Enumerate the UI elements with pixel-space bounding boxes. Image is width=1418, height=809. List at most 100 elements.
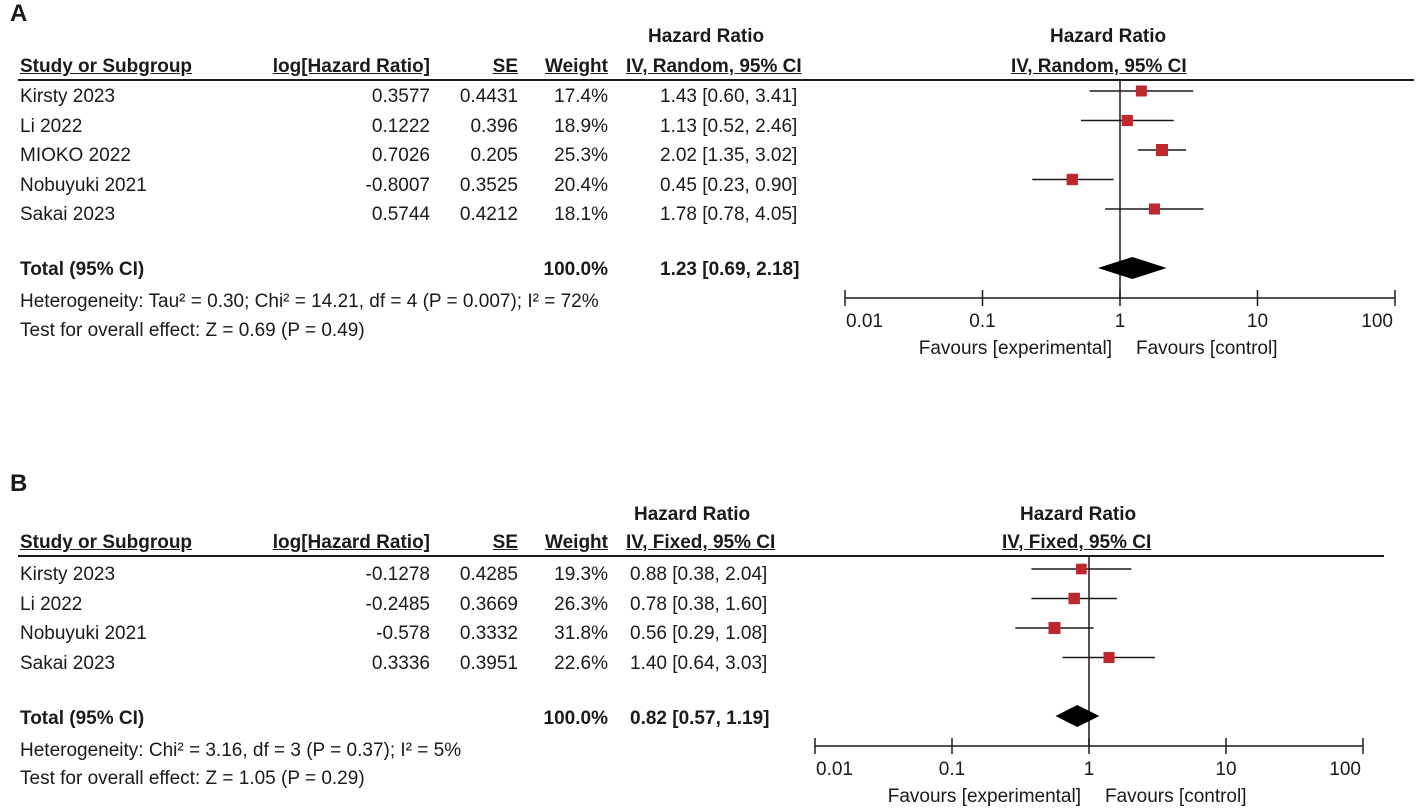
total-ci: 1.23 [0.69, 2.18] bbox=[660, 259, 800, 280]
study-weight: 17.4% bbox=[554, 86, 608, 107]
col-header-plot-top: Hazard Ratio bbox=[1050, 26, 1167, 47]
x-tick-label: 10 bbox=[1215, 759, 1236, 780]
study-se: 0.205 bbox=[470, 145, 518, 166]
col-header-ratio-method: IV, Fixed, 95% CI bbox=[626, 532, 776, 553]
col-header-se: SE bbox=[492, 532, 518, 553]
study-marker bbox=[1155, 144, 1168, 156]
study-ci: 0.56 [0.29, 1.08] bbox=[630, 623, 768, 644]
study-weight: 18.1% bbox=[554, 204, 608, 225]
study-weight: 18.9% bbox=[554, 115, 608, 137]
study-name: Li 2022 bbox=[20, 593, 83, 615]
study-log-hr: -0.2485 bbox=[365, 593, 430, 615]
study-se: 0.4212 bbox=[459, 204, 518, 225]
study-ci: 0.78 [0.38, 1.60] bbox=[630, 593, 768, 615]
heterogeneity-text: Heterogeneity: Chi² = 3.16, df = 3 (P = … bbox=[20, 740, 462, 761]
overall-effect-text: Test for overall effect: Z = 0.69 (P = 0… bbox=[20, 320, 365, 341]
col-header-study: Study or Subgroup bbox=[20, 56, 193, 77]
panel-label-b: B bbox=[10, 470, 28, 497]
study-weight: 26.3% bbox=[554, 593, 608, 615]
study-ci: 0.45 [0.23, 0.90] bbox=[660, 174, 798, 196]
study-name: Kirsty 2023 bbox=[20, 86, 116, 107]
total-label: Total (95% CI) bbox=[20, 708, 145, 729]
col-header-se: SE bbox=[492, 56, 518, 77]
study-weight: 31.8% bbox=[554, 623, 608, 644]
study-ci: 1.43 [0.60, 3.41] bbox=[660, 86, 798, 107]
col-header-plot-method: IV, Fixed, 95% CI bbox=[1002, 532, 1152, 553]
study-marker bbox=[1076, 563, 1087, 575]
study-log-hr: -0.578 bbox=[376, 623, 430, 644]
forest-plot-b: B Hazard Ratio Hazard Ratio Study or Sub… bbox=[0, 470, 1418, 809]
study-name: Nobuyuki 2021 bbox=[20, 174, 147, 196]
forest-plot-a: A Hazard Ratio Hazard Ratio Study or Sub… bbox=[0, 0, 1418, 400]
col-header-weight: Weight bbox=[545, 56, 608, 77]
study-log-hr: -0.1278 bbox=[365, 564, 430, 585]
study-ci: 1.78 [0.78, 4.05] bbox=[660, 204, 798, 225]
col-header-ratio-top: Hazard Ratio bbox=[648, 26, 765, 47]
study-name: Kirsty 2023 bbox=[20, 564, 116, 585]
study-marker bbox=[1068, 592, 1080, 605]
x-tick-label: 1 bbox=[1115, 311, 1126, 332]
heterogeneity-text: Heterogeneity: Tau² = 0.30; Chi² = 14.21… bbox=[20, 291, 599, 312]
study-marker bbox=[1066, 173, 1079, 186]
col-header-plot-top: Hazard Ratio bbox=[1020, 504, 1137, 525]
col-header-log-hr: log[Hazard Ratio] bbox=[272, 532, 430, 553]
x-tick-label: 0.1 bbox=[939, 759, 965, 780]
study-log-hr: -0.8007 bbox=[365, 174, 430, 196]
x-tick-label: 0.1 bbox=[969, 311, 995, 332]
forest-plot-area-a: 0.01 0.1 1 10 100 Favours [experimental] Favou… bbox=[844, 80, 1396, 359]
x-tick-label: 10 bbox=[1247, 311, 1268, 332]
study-log-hr: 0.7026 bbox=[371, 145, 430, 166]
study-name: Nobuyuki 2021 bbox=[20, 623, 147, 644]
x-tick-label: 0.01 bbox=[816, 759, 853, 780]
study-ci: 2.02 [1.35, 3.02] bbox=[660, 145, 798, 166]
overall-effect-text: Test for overall effect: Z = 1.05 (P = 0… bbox=[20, 768, 365, 789]
study-name: MIOKO 2022 bbox=[20, 145, 131, 166]
total-weight: 100.0% bbox=[543, 259, 608, 280]
study-marker bbox=[1121, 114, 1133, 127]
x-tick-label: 100 bbox=[1361, 311, 1393, 332]
study-ci: 0.88 [0.38, 2.04] bbox=[630, 564, 768, 585]
header-rule bbox=[18, 555, 1384, 557]
total-label: Total (95% CI) bbox=[20, 259, 145, 280]
study-se: 0.396 bbox=[470, 115, 518, 137]
study-log-hr: 0.1222 bbox=[371, 115, 430, 137]
study-weight: 20.4% bbox=[554, 174, 608, 196]
pooled-diamond bbox=[1097, 257, 1167, 279]
favours-control-label: Favours [control] bbox=[1105, 786, 1247, 807]
total-ci: 0.82 [0.57, 1.19] bbox=[630, 708, 770, 729]
study-se: 0.3525 bbox=[459, 174, 518, 196]
study-se: 0.4285 bbox=[459, 564, 518, 585]
study-name: Li 2022 bbox=[20, 115, 83, 137]
forest-plot-area-b: 0.01 0.1 1 10 100 Favours [experimental] Favou… bbox=[814, 556, 1364, 807]
favours-control-label: Favours [control] bbox=[1136, 338, 1278, 359]
col-header-study: Study or Subgroup bbox=[20, 532, 193, 553]
study-log-hr: 0.3336 bbox=[371, 652, 430, 674]
study-weight: 25.3% bbox=[554, 145, 608, 166]
panel-label-a: A bbox=[10, 0, 28, 27]
study-se: 0.3332 bbox=[459, 623, 518, 644]
study-marker bbox=[1148, 203, 1160, 215]
study-log-hr: 0.5744 bbox=[371, 204, 430, 225]
study-name: Sakai 2023 bbox=[20, 652, 116, 674]
pooled-diamond bbox=[1055, 705, 1100, 727]
study-ci: 1.40 [0.64, 3.03] bbox=[630, 652, 768, 674]
col-header-ratio-top: Hazard Ratio bbox=[634, 504, 751, 525]
favours-experimental-label: Favours [experimental] bbox=[888, 786, 1081, 807]
col-header-ratio-method: IV, Random, 95% CI bbox=[626, 56, 802, 77]
study-se: 0.3951 bbox=[459, 652, 518, 674]
x-tick-label: 1 bbox=[1084, 759, 1095, 780]
study-marker bbox=[1048, 622, 1061, 634]
col-header-weight: Weight bbox=[545, 532, 608, 553]
col-header-plot-method: IV, Random, 95% CI bbox=[1011, 56, 1187, 77]
header-rule bbox=[18, 79, 1414, 81]
total-weight: 100.0% bbox=[543, 708, 608, 729]
study-se: 0.4431 bbox=[459, 86, 518, 107]
x-tick-label: 0.01 bbox=[846, 311, 883, 332]
col-header-log-hr: log[Hazard Ratio] bbox=[272, 56, 430, 77]
favours-experimental-label: Favours [experimental] bbox=[919, 338, 1112, 359]
study-name: Sakai 2023 bbox=[20, 204, 116, 225]
study-marker bbox=[1103, 651, 1115, 664]
study-weight: 22.6% bbox=[554, 652, 608, 674]
study-marker bbox=[1135, 85, 1147, 97]
study-weight: 19.3% bbox=[554, 564, 608, 585]
